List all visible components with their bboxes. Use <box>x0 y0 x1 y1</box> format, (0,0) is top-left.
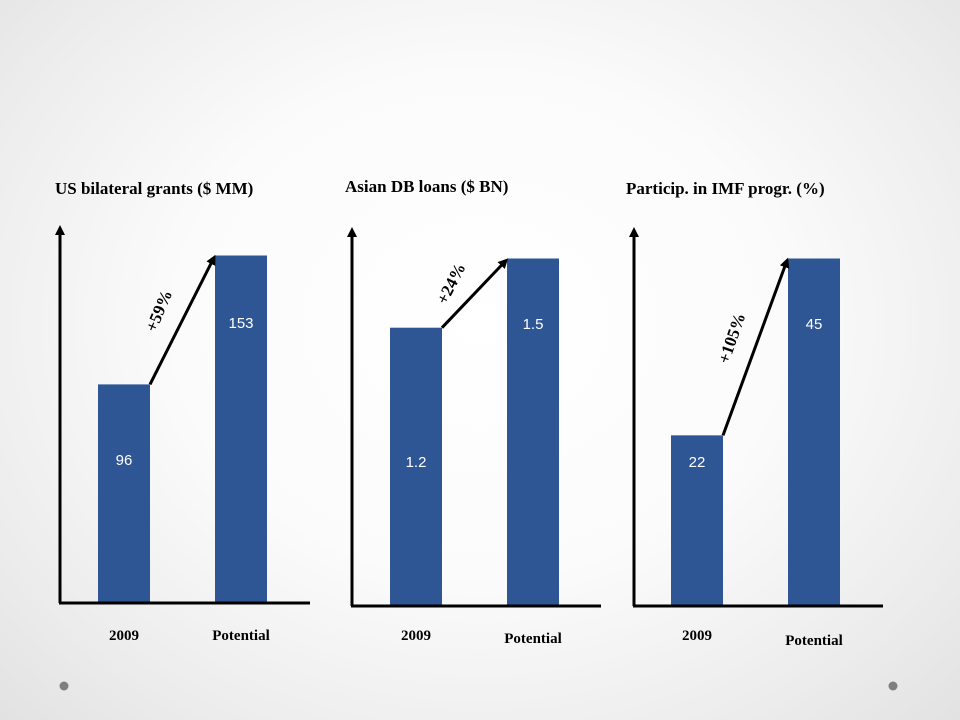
growth-label: +24% <box>433 260 470 308</box>
bar-potential <box>215 255 267 602</box>
bar-potential <box>507 258 559 605</box>
data-label: 22 <box>689 454 706 471</box>
growth-arrow <box>148 254 216 386</box>
slide-dot-right <box>888 681 898 691</box>
chart-title: US bilateral grants ($ MM) <box>55 179 253 198</box>
data-label: 96 <box>116 452 133 469</box>
data-label: 1.2 <box>406 454 427 471</box>
growth-label: +59% <box>142 287 177 335</box>
category-label: 2009 <box>401 628 431 644</box>
chart-title: Particip. in IMF progr. (%) <box>626 179 825 198</box>
category-label: Potential <box>504 631 562 647</box>
chart-title: Asian DB loans ($ BN) <box>345 177 508 196</box>
category-label: 2009 <box>109 628 139 644</box>
data-label: 45 <box>806 316 823 333</box>
category-label: Potential <box>785 633 843 649</box>
data-label: 153 <box>228 315 253 332</box>
growth-arrow <box>440 258 509 329</box>
chart-panel-1: US bilateral grants ($ MM) 96 2009 153 Poten… <box>55 179 310 644</box>
category-label: Potential <box>212 628 270 644</box>
chart-panel-3: Particip. in IMF progr. (%) 22 2009 45 Poten… <box>626 179 883 649</box>
data-label: 1.5 <box>523 316 544 333</box>
growth-arrow <box>721 257 790 436</box>
chart-panel-2: Asian DB loans ($ BN) 1.2 2009 1.5 Potential… <box>345 177 601 647</box>
growth-label: +105% <box>714 310 749 366</box>
bar-potential <box>788 258 840 605</box>
category-label: 2009 <box>682 628 712 644</box>
bar-2009 <box>98 384 150 602</box>
slide-dot-left <box>59 681 69 691</box>
bar-2009 <box>390 327 442 605</box>
bar-2009 <box>671 435 723 605</box>
